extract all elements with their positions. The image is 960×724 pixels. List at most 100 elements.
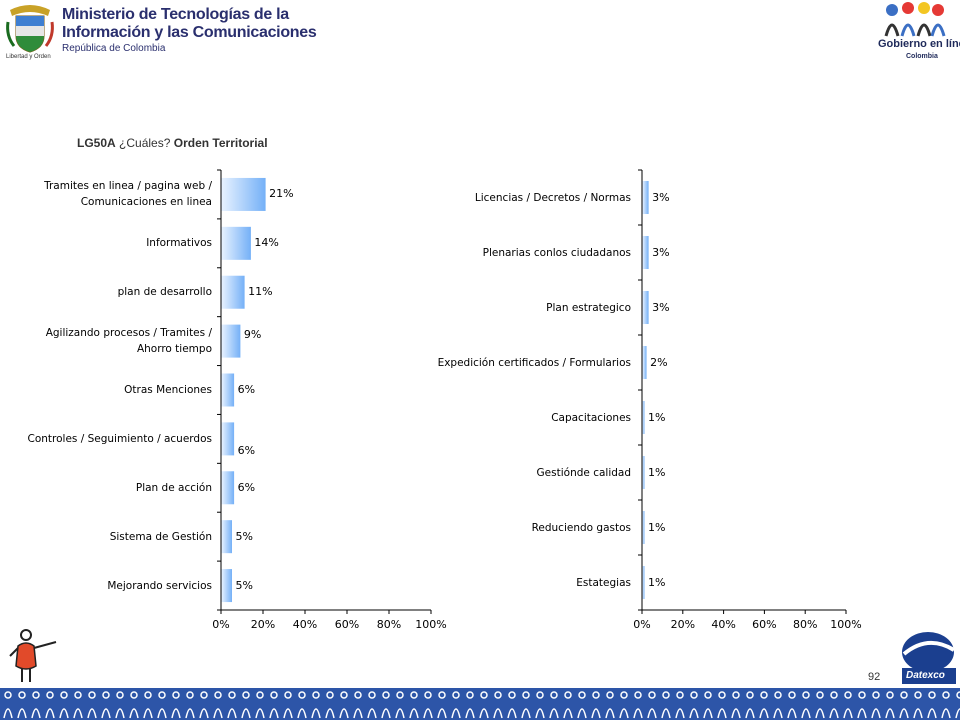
left-chart-category-label-line: Informativos bbox=[146, 237, 212, 250]
left-chart-bar bbox=[221, 373, 235, 407]
ministry-name-line1: Ministerio de Tecnologías de la bbox=[62, 6, 289, 23]
right-chart-value-label: 2% bbox=[650, 355, 668, 369]
right-chart-category-label: Plenarias conlos ciudadanos bbox=[391, 245, 631, 261]
right-chart-value-label: 1% bbox=[648, 465, 666, 479]
right-chart-x-tick-label: 100% bbox=[830, 618, 862, 631]
footer-strip bbox=[0, 688, 960, 720]
left-chart-bar bbox=[221, 520, 232, 554]
chart-title-question: ¿Cuáles? bbox=[119, 136, 171, 150]
right-chart-category-label-line: Licencias / Decretos / Normas bbox=[474, 191, 631, 204]
left-chart-x-tick-label: 40% bbox=[292, 618, 318, 631]
people-logo-icon bbox=[884, 2, 946, 37]
gobierno-en-linea-logo: Gobierno en línea Colombia bbox=[874, 2, 960, 64]
right-chart-value-label: 3% bbox=[652, 190, 670, 204]
ministry-country: República de Colombia bbox=[62, 43, 166, 54]
seal-motto: Libertad y Orden bbox=[6, 54, 51, 60]
right-chart-value-label: 3% bbox=[652, 245, 670, 259]
right-chart-bar bbox=[642, 291, 649, 324]
right-chart-bar bbox=[642, 456, 645, 489]
mascot-figure-icon bbox=[9, 629, 57, 682]
right-chart-bar bbox=[642, 511, 645, 544]
left-chart-x-tick-label: 20% bbox=[250, 618, 276, 631]
left-chart-bar bbox=[221, 569, 232, 603]
chart-title-segment: Orden Territorial bbox=[173, 136, 268, 150]
right-chart-bar bbox=[642, 346, 647, 379]
left-chart-x-tick-label: 0% bbox=[212, 618, 230, 631]
datexco-emblem-icon bbox=[902, 632, 956, 684]
ministry-logo: Libertad y Orden Ministerio de Tecnologí… bbox=[4, 2, 317, 64]
right-chart-bar bbox=[642, 401, 645, 434]
left-chart-bar bbox=[221, 324, 241, 358]
coat-of-arms-icon bbox=[6, 5, 54, 53]
right-chart-x-tick-label: 0% bbox=[633, 618, 651, 631]
right-chart-bar bbox=[642, 236, 649, 269]
left-chart-value-label: 9% bbox=[243, 328, 262, 342]
left-chart-category-label: Informativos bbox=[0, 235, 212, 251]
right-chart-category-label-line: Expedición certificados / Formularios bbox=[437, 356, 631, 369]
right-chart-category-label-line: Estategias bbox=[576, 576, 631, 589]
right-chart-category-label: Gestiónde calidad bbox=[391, 465, 631, 481]
left-chart-category-label-line: Controles / Seguimiento / acuerdos bbox=[27, 432, 213, 445]
left-chart-category-label: Plan de acción bbox=[0, 480, 212, 496]
right-chart-category-label-line: Gestiónde calidad bbox=[536, 466, 631, 479]
right-chart-category-label-line: Capacitaciones bbox=[551, 411, 631, 424]
left-chart-x-tick-label: 60% bbox=[334, 618, 360, 631]
left-chart-value-label: 21% bbox=[269, 187, 294, 201]
right-chart-category-label: Capacitaciones bbox=[391, 410, 631, 426]
left-chart-category-label-line: Ahorro tiempo bbox=[136, 343, 212, 356]
gel-subtitle: Colombia bbox=[906, 53, 938, 60]
left-chart-category-label-line: Sistema de Gestión bbox=[109, 530, 212, 543]
left-chart-category-label-line: Comunicaciones en linea bbox=[80, 196, 212, 209]
left-chart-category-label-line: Plan de acción bbox=[135, 481, 212, 494]
left-chart-value-label: 5% bbox=[235, 578, 253, 592]
right-chart-value-label: 1% bbox=[648, 575, 666, 589]
left-chart-value-label: 5% bbox=[235, 529, 253, 543]
chart-title: LG50A ¿Cuáles? Orden Territorial bbox=[77, 136, 268, 150]
left-chart-bar bbox=[221, 275, 245, 309]
right-chart-category-label: Reduciendo gastos bbox=[391, 520, 631, 536]
left-chart-category-label: Mejorando servicios bbox=[0, 578, 212, 594]
left-chart-category-label: Sistema de Gestión bbox=[0, 529, 212, 545]
left-chart-category-label-line: plan de desarrollo bbox=[117, 286, 212, 299]
right-chart-bar bbox=[642, 181, 649, 214]
right-chart-category-label-line: Plenarias conlos ciudadanos bbox=[482, 246, 631, 259]
people-pattern-icon bbox=[3, 691, 960, 719]
left-chart-category-label-line: Otras Menciones bbox=[124, 384, 212, 396]
left-chart-category-label-line: Agilizando procesos / Tramites / bbox=[45, 327, 212, 340]
ministry-name-line2: Información y las Comunicaciones bbox=[62, 24, 317, 41]
left-chart-x-tick-label: 100% bbox=[415, 618, 447, 631]
left-chart-value-label: 11% bbox=[248, 285, 273, 299]
right-chart-x-tick-label: 20% bbox=[670, 618, 696, 631]
right-chart-x-tick-label: 40% bbox=[711, 618, 736, 631]
left-chart-category-label: Tramites en linea / pagina web / Comunica… bbox=[0, 178, 212, 210]
left-chart-value-label: 6% bbox=[237, 383, 256, 396]
left-chart-category-label: Otras Menciones bbox=[0, 382, 212, 398]
right-chart-category-label: Expedición certificados / Formularios bbox=[391, 355, 631, 371]
left-chart-category-label: Agilizando procesos / Tramites / Ahorro t… bbox=[0, 325, 212, 357]
left-chart-value-label: 6% bbox=[237, 480, 256, 494]
gel-title: Gobierno en línea bbox=[878, 38, 960, 50]
right-chart-category-label-line: Reduciendo gastos bbox=[531, 521, 631, 534]
right-chart-value-label: 3% bbox=[652, 300, 670, 314]
datexco-label: Datexco bbox=[906, 670, 945, 681]
right-chart-x-tick-label: 80% bbox=[792, 618, 818, 631]
datexco-logo: Datexco bbox=[898, 628, 958, 686]
right-chart-bar bbox=[642, 566, 645, 599]
left-chart-bar bbox=[221, 177, 266, 211]
left-chart-category-label-line: Mejorando servicios bbox=[107, 579, 212, 592]
left-chart-x-tick-label: 80% bbox=[376, 618, 402, 631]
right-chart-category-label-line: Plan estrategico bbox=[546, 301, 631, 314]
left-chart-category-label-line: Tramites en linea / pagina web / bbox=[44, 180, 212, 193]
left-chart-value-label: 6% bbox=[237, 443, 256, 457]
right-chart-x-tick-label: 60% bbox=[752, 618, 777, 631]
right-chart-value-label: 1% bbox=[648, 410, 666, 424]
page-number: 92 bbox=[868, 671, 881, 683]
left-chart-bar bbox=[221, 226, 251, 260]
left-chart-category-label: Controles / Seguimiento / acuerdos bbox=[0, 431, 213, 447]
right-chart-value-label: 1% bbox=[648, 520, 666, 534]
right-chart-category-label: Estategias bbox=[391, 575, 631, 591]
left-chart-bar bbox=[221, 422, 235, 456]
